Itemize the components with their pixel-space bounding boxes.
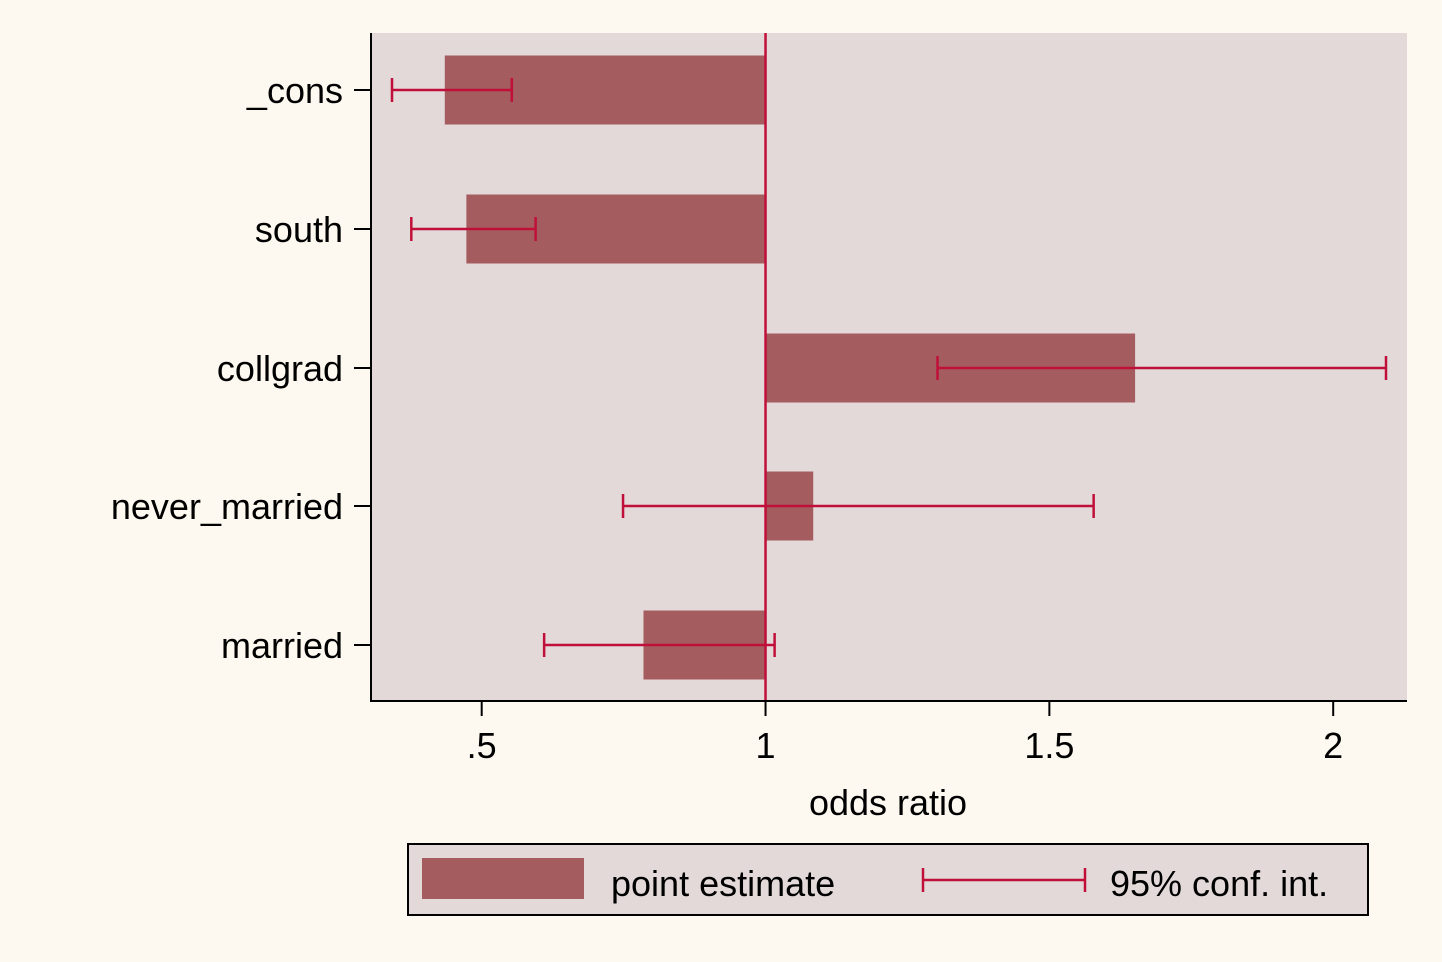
y-tick-label: _cons <box>246 70 343 111</box>
ci-collgrad <box>936 356 1388 380</box>
y-tick-label: married <box>221 625 343 666</box>
ci-never-married <box>621 494 1095 518</box>
y-tick-label: collgrad <box>217 348 343 389</box>
ci-layer <box>390 33 1388 701</box>
legend: point estimate 95% conf. int. <box>407 843 1369 916</box>
x-tick-label: 1 <box>756 725 776 766</box>
x-tick-label: 2 <box>1323 725 1343 766</box>
legend-bar-swatch <box>422 858 584 899</box>
ci-south <box>410 217 537 241</box>
ci-cons <box>390 78 514 102</box>
y-tick-label: south <box>255 209 343 250</box>
legend-label-point-estimate: point estimate <box>611 863 835 904</box>
ci-married <box>542 633 776 657</box>
axes-layer <box>354 33 1407 716</box>
x-tick-label: .5 <box>467 725 497 766</box>
y-tick-label: never_married <box>111 486 343 527</box>
legend-ci-swatch <box>921 868 1087 892</box>
x-tick-label: 1.5 <box>1024 725 1074 766</box>
legend-label-conf-int: 95% conf. int. <box>1110 863 1328 904</box>
x-axis-title: odds ratio <box>809 782 967 823</box>
